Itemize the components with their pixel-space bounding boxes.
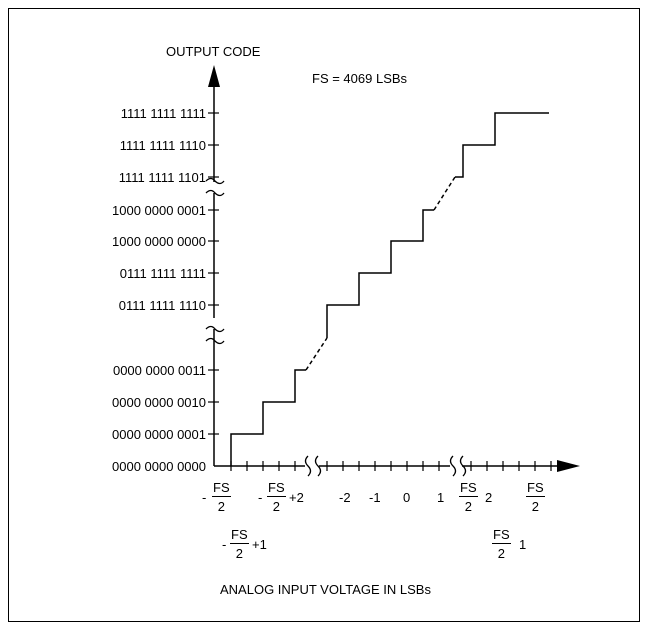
fraction-numerator: FS	[526, 480, 545, 497]
x-axis-arrowhead	[557, 460, 580, 472]
y-code-label: 1000 0000 0000	[112, 234, 206, 249]
y-axis-break-lower-1	[205, 325, 225, 333]
x-label-sign: -	[258, 490, 263, 505]
x-label-neg-fs-half-plus1: FS 2	[230, 527, 249, 561]
y-axis-title: OUTPUT CODE	[166, 44, 261, 59]
staircase-lower	[230, 369, 306, 466]
x-label-neg-fs-half: FS 2	[212, 480, 231, 514]
x-label-neg-fs-half-plus2: FS 2	[267, 480, 286, 514]
fraction-denominator: 2	[497, 546, 505, 561]
fraction-numerator: FS	[459, 480, 478, 497]
y-code-label: 1000 0000 0001	[112, 203, 206, 218]
x-label-one: 1	[437, 490, 445, 505]
x-label-minus1: -1	[369, 490, 381, 505]
y-code-label: 1111 1111 1101	[118, 170, 206, 185]
x-label-suffix: 1	[519, 537, 527, 552]
y-code-label: 0000 0000 0000	[112, 459, 206, 474]
y-axis-arrowhead	[208, 65, 220, 87]
x-label-suffix: +1	[252, 537, 267, 552]
x-axis-break-left-1	[304, 455, 312, 477]
staircase-middle	[326, 209, 434, 338]
staircase-gap-upper	[433, 176, 456, 211]
x-label-fs-half-minus2: FS 2	[459, 480, 478, 514]
x-axis-break-right-2	[459, 455, 467, 477]
fraction-denominator: 2	[531, 499, 539, 514]
fraction-denominator: 2	[217, 499, 225, 514]
y-code-label: 1111 1111 1111	[120, 106, 206, 121]
y-axis-break-upper-2	[205, 189, 225, 197]
fs-note: FS = 4069 LSBs	[312, 71, 408, 86]
x-axis-break-right-1	[449, 455, 457, 477]
y-code-label: 0000 0000 0011	[112, 363, 206, 378]
fraction-numerator: FS	[267, 480, 286, 497]
diagram-frame	[8, 8, 640, 622]
x-axis-title: ANALOG INPUT VOLTAGE IN LSBs	[220, 582, 431, 597]
y-code-label: 0000 0000 0001	[112, 427, 206, 442]
fraction-denominator: 2	[235, 546, 243, 561]
y-code-label: 0111 1111 1110	[118, 298, 206, 313]
x-axis-break-left-2	[314, 455, 322, 477]
staircase-upper	[455, 112, 549, 178]
y-code-label: 0111 1111 1111	[119, 266, 206, 281]
fraction-numerator: FS	[492, 527, 511, 544]
x-label-fs-half: FS 2	[526, 480, 545, 514]
fraction-numerator: FS	[212, 480, 231, 497]
x-label-sign: -	[222, 537, 227, 552]
y-code-label: 1111 1111 1110	[119, 138, 206, 153]
y-axis-break-lower-2	[205, 337, 225, 345]
x-label-fs-half-minus1: FS 2	[492, 527, 511, 561]
x-label-zero: 0	[403, 490, 411, 505]
staircase-gap-lower	[305, 337, 328, 371]
y-code-label: 0000 0000 0010	[112, 395, 206, 410]
fraction-denominator: 2	[464, 499, 472, 514]
y-axis-break-upper-1	[205, 177, 225, 185]
x-label-sign: -	[202, 490, 207, 505]
x-label-suffix: 2	[485, 490, 493, 505]
fraction-numerator: FS	[230, 527, 249, 544]
x-label-minus2: -2	[339, 490, 351, 505]
fraction-denominator: 2	[272, 499, 280, 514]
x-label-suffix: +2	[289, 490, 304, 505]
